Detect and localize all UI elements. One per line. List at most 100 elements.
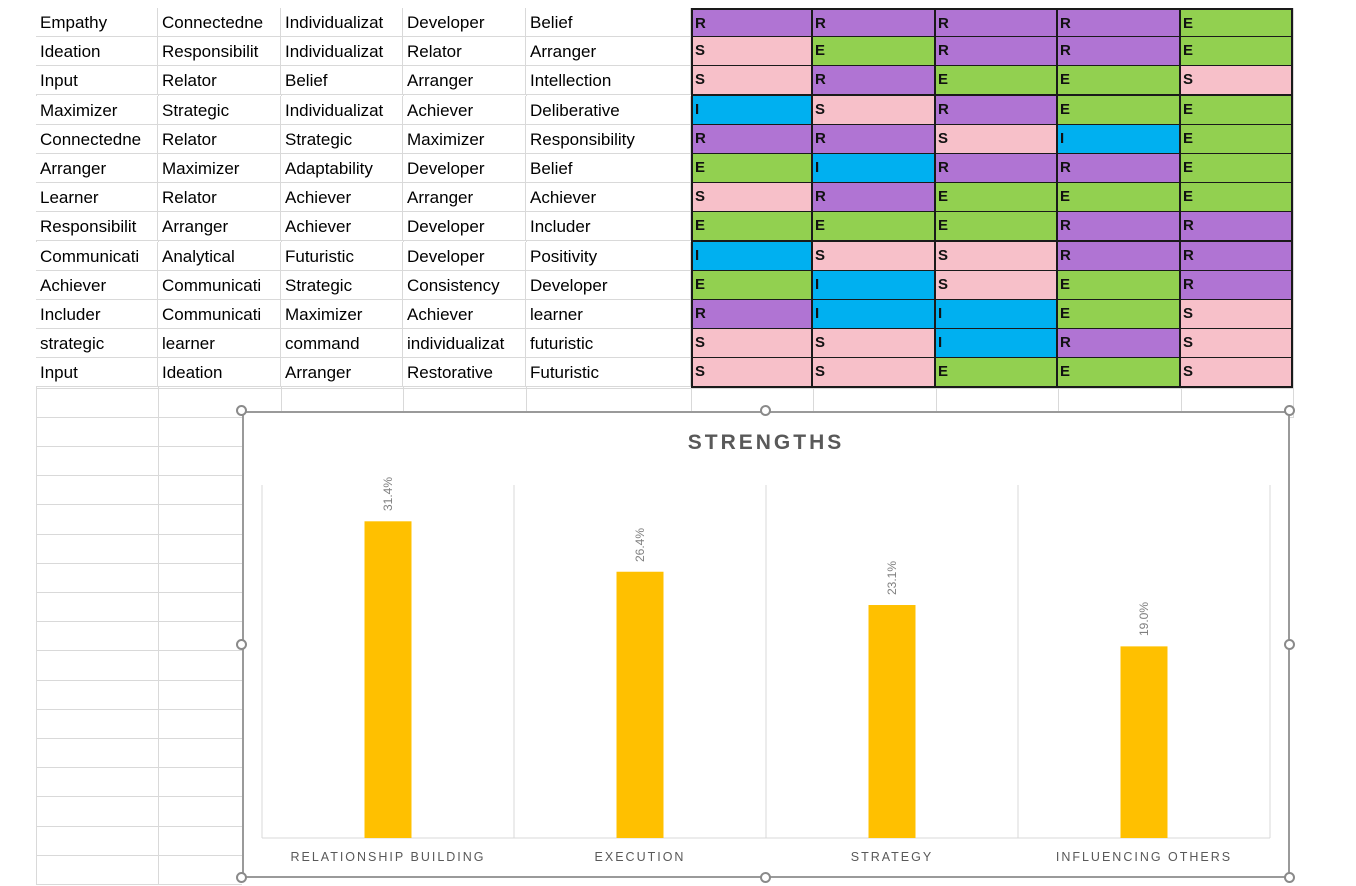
bar[interactable] [868,605,916,838]
domain-code-cell[interactable]: R [1181,212,1293,242]
strength-cell[interactable]: Ideation [158,358,281,387]
strength-cell[interactable]: Achiever [281,212,403,241]
bar[interactable] [616,571,664,838]
strength-cell[interactable]: Responsibilit [36,212,158,241]
strength-cell[interactable]: Restorative [403,358,526,387]
domain-code-cell[interactable]: S [936,125,1058,155]
domain-code-cell[interactable]: E [936,66,1058,96]
strength-cell[interactable]: Achiever [403,96,526,125]
strength-cell[interactable]: Learner [36,183,158,212]
domain-code-cell[interactable]: R [813,66,936,96]
domain-code-cell[interactable]: S [691,66,813,96]
domain-code-cell[interactable]: R [1181,242,1293,272]
strength-cell[interactable]: Communicati [158,271,281,300]
strength-cell[interactable]: Relator [158,66,281,95]
strength-cell[interactable]: Connectedne [36,125,158,154]
domain-code-cell[interactable]: R [813,8,936,38]
strength-cell[interactable]: Arranger [526,37,691,66]
strength-cell[interactable]: futuristic [526,329,691,358]
strength-cell[interactable]: Analytical [158,242,281,271]
domain-code-cell[interactable]: R [1181,271,1293,301]
strength-cell[interactable]: Developer [403,242,526,271]
strength-cell[interactable]: Positivity [526,242,691,271]
domain-code-cell[interactable]: S [936,242,1058,272]
strength-cell[interactable]: command [281,329,403,358]
domain-code-cell[interactable]: S [691,37,813,67]
strength-cell[interactable]: Futuristic [526,358,691,387]
domain-code-cell[interactable]: E [1181,125,1293,155]
domain-code-cell[interactable]: S [813,329,936,359]
strength-cell[interactable]: Communicati [158,300,281,329]
domain-code-cell[interactable]: S [1181,300,1293,330]
strength-cell[interactable]: Belief [526,8,691,37]
domain-code-cell[interactable]: I [691,96,813,126]
strength-cell[interactable]: Strategic [281,125,403,154]
strength-cell[interactable]: Strategic [281,271,403,300]
strength-cell[interactable]: Input [36,358,158,387]
domain-code-cell[interactable]: S [1181,358,1293,388]
strength-cell[interactable]: Maximizer [403,125,526,154]
strength-cell[interactable]: learner [526,300,691,329]
strengths-chart[interactable]: STRENGTHS 31.4% RELATIONSHIP BUILDING 26.4… [236,405,1295,883]
domain-code-cell[interactable]: E [691,154,813,184]
domain-code-cell[interactable]: I [691,242,813,272]
strength-cell[interactable]: Individualizat [281,96,403,125]
domain-code-cell[interactable]: E [1181,183,1293,213]
domain-code-cell[interactable]: R [1058,154,1181,184]
domain-code-cell[interactable]: R [936,154,1058,184]
strength-cell[interactable]: Empathy [36,8,158,37]
domain-code-cell[interactable]: E [936,183,1058,213]
domain-code-cell[interactable]: R [1058,8,1181,38]
strength-cell[interactable]: Ideation [36,37,158,66]
bar[interactable] [1120,646,1168,838]
domain-code-cell[interactable]: S [813,242,936,272]
domain-code-cell[interactable]: I [936,329,1058,359]
domain-code-cell[interactable]: R [936,37,1058,67]
domain-code-cell[interactable]: E [691,271,813,301]
strength-cell[interactable]: Maximizer [158,154,281,183]
strength-cell[interactable]: Maximizer [281,300,403,329]
domain-code-cell[interactable]: E [1181,154,1293,184]
resize-handle[interactable] [760,872,771,883]
resize-handle[interactable] [1284,638,1295,650]
domain-code-cell[interactable]: S [1181,329,1293,359]
strength-cell[interactable]: Developer [526,271,691,300]
domain-code-cell[interactable]: R [691,8,813,38]
strength-cell[interactable]: Relator [403,37,526,66]
domain-code-cell[interactable]: I [813,271,936,301]
strength-cell[interactable]: Deliberative [526,96,691,125]
resize-handle[interactable] [236,638,247,650]
strength-cell[interactable]: Achiever [526,183,691,212]
domain-code-cell[interactable]: E [1058,183,1181,213]
strength-cell[interactable]: Input [36,66,158,95]
domain-code-cell[interactable]: R [936,8,1058,38]
strength-cell[interactable]: Communicati [36,242,158,271]
strength-cell[interactable]: Arranger [36,154,158,183]
strength-cell[interactable]: Achiever [36,271,158,300]
domain-code-cell[interactable]: S [936,271,1058,301]
strength-cell[interactable]: Futuristic [281,242,403,271]
domain-code-cell[interactable]: E [936,212,1058,242]
domain-code-cell[interactable]: E [1181,37,1293,67]
strength-cell[interactable]: Maximizer [36,96,158,125]
domain-code-cell[interactable]: R [1058,329,1181,359]
strength-cell[interactable]: Consistency [403,271,526,300]
domain-code-cell[interactable]: R [691,125,813,155]
strength-cell[interactable]: individualizat [403,329,526,358]
strength-cell[interactable]: Relator [158,183,281,212]
domain-code-cell[interactable]: E [1181,96,1293,126]
domain-code-cell[interactable]: I [936,300,1058,330]
domain-code-cell[interactable]: I [1058,125,1181,155]
domain-code-cell[interactable]: S [691,329,813,359]
domain-code-cell[interactable]: R [813,183,936,213]
domain-code-cell[interactable]: R [1058,212,1181,242]
resize-handle[interactable] [236,872,247,883]
domain-code-cell[interactable]: S [1181,66,1293,96]
resize-handle[interactable] [1284,872,1295,883]
domain-code-cell[interactable]: R [813,125,936,155]
bar[interactable] [364,521,412,838]
strength-cell[interactable]: Arranger [403,66,526,95]
domain-code-cell[interactable]: E [1058,271,1181,301]
domain-code-cell[interactable]: S [691,358,813,388]
domain-code-cell[interactable]: R [691,300,813,330]
